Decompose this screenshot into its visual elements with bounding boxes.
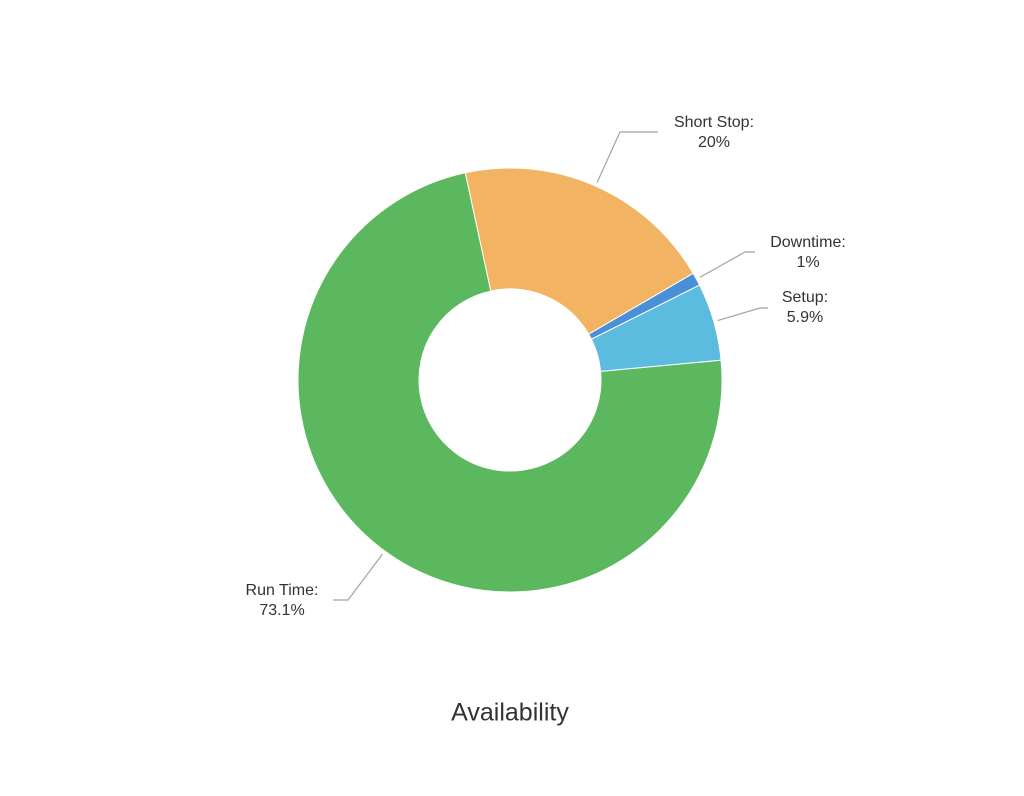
slice-value-label: 5.9% <box>787 309 823 326</box>
slice-label: Short Stop: <box>674 114 754 131</box>
slice-value-label: 1% <box>796 254 819 271</box>
slice-label: Setup: <box>782 289 828 306</box>
label-connector <box>596 131 658 183</box>
slice-value-label: 73.1% <box>259 602 304 619</box>
label-connector <box>717 307 768 322</box>
chart-title: Availability <box>451 699 569 727</box>
label-connector <box>699 251 755 278</box>
slice-label: Run Time: <box>246 582 319 599</box>
donut-slice <box>297 172 723 593</box>
label-connector <box>333 553 383 601</box>
slice-label: Downtime: <box>770 234 846 251</box>
slice-value-label: 20% <box>698 134 730 151</box>
donut-slice <box>464 167 694 335</box>
